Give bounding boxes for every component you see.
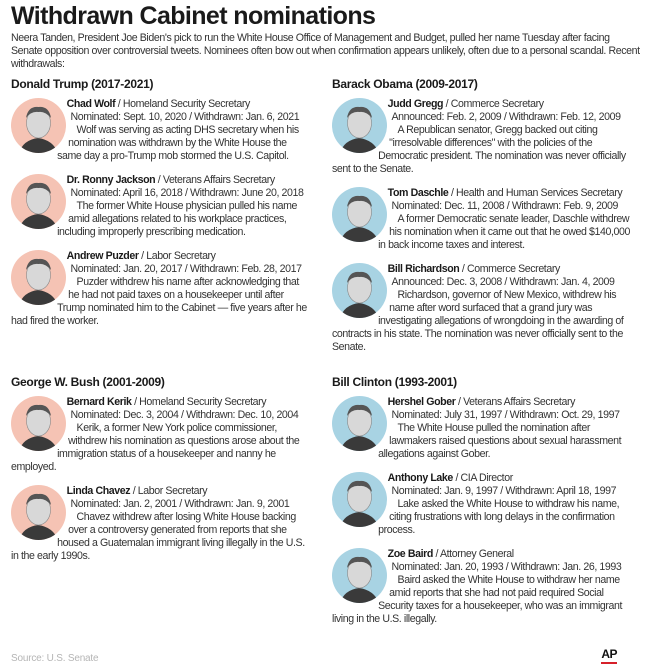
nominee-photo [332,396,387,451]
nominee-entry: Hershel Gober / Veterans Affairs Secreta… [332,396,637,461]
nominee-photo [332,263,387,318]
nominee-role: / Homeland Security Secretary [131,396,267,408]
nominee-role: / Homeland Security Secretary [115,98,250,110]
section-obama: Barack Obama (2009-2017) Judd Gregg / Co… [332,75,637,373]
nominee-entry: Zoe Baird / Attorney General Nominated: … [332,548,637,626]
nominee-entry: Anthony Lake / CIA Director Nominated: J… [332,472,637,537]
nominee-description: Kerik, a former New York police commissi… [11,422,300,473]
nominee-dates: Nominated: Jan. 2, 2001 / Withdrawn: Jan… [70,498,290,510]
nominee-description: A Republican senator, Gregg backed out c… [332,124,626,175]
section-header-clinton: Bill Clinton (1993-2001) [332,375,457,389]
nominee-dates: Announced: Feb. 2, 2009 / Withdrawn: Feb… [391,111,622,123]
nominee-role: / CIA Director [452,472,513,484]
nominee-description: The White House pulled the nomination af… [378,422,622,460]
sections-grid: Donald Trump (2017-2021) Chad Wolf / Hom… [11,75,642,645]
nominee-entry: Tom Daschle / Health and Human Services … [332,187,637,252]
nominee-name: Dr. Ronny Jackson [66,174,156,186]
nominee-entry: Judd Gregg / Commerce Secretary Announce… [332,98,637,176]
section-clinton: Bill Clinton (1993-2001) Hershel Gober /… [332,373,637,645]
nominee-description: Richardson, governor of New Mexico, with… [332,289,624,353]
nominee-photo [332,98,387,153]
nominee-name: Bill Richardson [387,263,460,275]
nominee-photo [11,396,66,451]
nominee-description: Chavez withdrew after losing White House… [11,511,305,562]
nominee-photo [11,98,66,153]
nominee-photo [11,485,66,540]
nominee-photo [11,174,66,229]
page-title: Withdrawn Cabinet nominations [11,2,376,30]
nominee-name: Zoe Baird [387,548,434,560]
nominee-entry: Bernard Kerik / Homeland Security Secret… [11,396,311,474]
nominee-dates: Nominated: Dec. 11, 2008 / Withdrawn: Fe… [391,200,619,212]
nominee-entry: Bill Richardson / Commerce Secretary Ann… [332,263,637,354]
nominee-entry: Chad Wolf / Homeland Security Secretary … [11,98,311,163]
nominee-photo [332,548,387,603]
nominee-dates: Nominated: July 31, 1997 / Withdrawn: Oc… [391,409,621,421]
nominee-role: / Veterans Affairs Secretary [455,396,575,408]
nominee-dates: Nominated: Dec. 3, 2004 / Withdrawn: Dec… [70,409,299,421]
nominee-description: Wolf was serving as acting DHS secretary… [57,124,299,162]
section-header-trump: Donald Trump (2017-2021) [11,77,154,91]
source-credit: Source: U.S. Senate [11,653,99,664]
nominee-role: / Labor Secretary [138,250,216,262]
nominee-role: / Health and Human Services Secretary [448,187,623,199]
nominee-description: Lake asked the White House to withdraw h… [378,498,620,536]
nominee-dates: Announced: Dec. 3, 2008 / Withdrawn: Jan… [391,276,615,288]
nominee-photo [332,472,387,527]
nominee-dates: Nominated: Jan. 20, 1993 / Withdrawn: Ja… [391,561,622,573]
nominee-description: Puzder withdrew his name after acknowled… [11,276,307,327]
nominee-name: Anthony Lake [387,472,454,484]
nominee-name: Linda Chavez [66,485,131,497]
nominee-dates: Nominated: April 16, 2018 / Withdrawn: J… [70,187,304,199]
nominee-name: Hershel Gober [387,396,456,408]
nominee-description: A former Democratic senate leader, Dasch… [378,213,631,251]
footer: Source: U.S. Senate AP [11,647,642,664]
nominee-dates: Nominated: Sept. 10, 2020 / Withdrawn: J… [70,111,300,123]
section-header-obama: Barack Obama (2009-2017) [332,77,478,91]
nominee-dates: Nominated: Jan. 9, 1997 / Withdrawn: Apr… [391,485,617,497]
nominee-name: Bernard Kerik [66,396,132,408]
nominee-photo [11,250,66,305]
nominee-role: / Veterans Affairs Secretary [155,174,275,186]
section-bush: George W. Bush (2001-2009) Bernard Kerik… [11,373,311,645]
nominee-name: Andrew Puzder [66,250,139,262]
nominee-entry: Dr. Ronny Jackson / Veterans Affairs Sec… [11,174,311,239]
nominee-description: The former White House physician pulled … [57,200,297,238]
nominee-dates: Nominated: Jan. 20, 2017 / Withdrawn: Fe… [70,263,302,275]
nominee-name: Chad Wolf [66,98,116,110]
nominee-role: / Commerce Secretary [459,263,560,275]
section-header-bush: George W. Bush (2001-2009) [11,375,165,389]
nominee-name: Judd Gregg [387,98,444,110]
nominee-role: / Attorney General [432,548,514,560]
nominee-name: Tom Daschle [387,187,449,199]
nominee-role: / Commerce Secretary [443,98,544,110]
nominee-entry: Linda Chavez / Labor Secretary Nominated… [11,485,311,563]
section-trump: Donald Trump (2017-2021) Chad Wolf / Hom… [11,75,311,373]
nominee-entry: Andrew Puzder / Labor Secretary Nominate… [11,250,311,328]
nominee-photo [332,187,387,242]
intro-text: Neera Tanden, President Joe Biden's pick… [11,32,640,70]
ap-logo: AP [601,647,617,664]
nominee-role: / Labor Secretary [130,485,208,497]
